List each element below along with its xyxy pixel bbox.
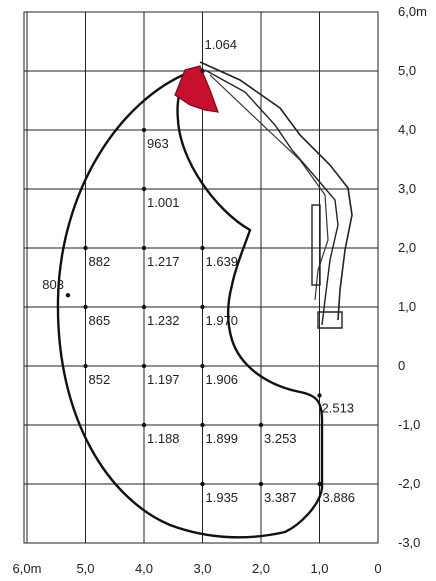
capacity-label: 1.001 xyxy=(147,195,180,210)
y-tick-label: -2,0 xyxy=(398,476,420,491)
capacity-label: 803 xyxy=(42,277,64,292)
capacity-point xyxy=(200,68,205,74)
capacity-label: 1.197 xyxy=(147,372,180,387)
capacity-label: 2.513 xyxy=(322,401,355,416)
outer-envelope-curve xyxy=(56,70,324,539)
capacity-point xyxy=(200,363,205,369)
x-axis-labels: 6,0m 5,0 4,0 3,0 2,0 1,0 0 xyxy=(13,561,382,576)
inner-envelope-curve xyxy=(176,71,324,488)
y-tick-label: 1,0 xyxy=(398,299,416,314)
capacity-point xyxy=(83,304,88,310)
cylinder xyxy=(311,204,321,286)
quick-coupler xyxy=(317,311,343,329)
capacity-label: 1.188 xyxy=(147,431,180,446)
capacity-label: 3.387 xyxy=(264,490,297,505)
capacity-label: 882 xyxy=(89,254,111,269)
capacity-point xyxy=(317,481,322,487)
capacity-label: 1.064 xyxy=(205,37,238,52)
capacity-point xyxy=(141,363,147,369)
capacity-point xyxy=(141,127,147,133)
capacity-label: 3.886 xyxy=(323,490,356,505)
y-tick-label: 6,0m xyxy=(398,4,427,19)
capacity-point xyxy=(141,422,147,428)
y-axis-labels: 6,0m 5,0 4,0 3,0 2,0 1,0 0 -1,0 -2,0 -3,0 xyxy=(398,4,427,550)
x-tick-label: 3,0 xyxy=(193,561,211,576)
capacity-label: 963 xyxy=(147,136,169,151)
y-tick-label: -1,0 xyxy=(398,417,420,432)
capacity-point xyxy=(83,363,88,369)
arm-link xyxy=(209,74,329,301)
x-tick-label: 0 xyxy=(374,561,381,576)
capacity-point xyxy=(258,481,264,487)
capacity-point xyxy=(141,245,147,251)
y-tick-label: 4,0 xyxy=(398,122,416,137)
capacity-label: 865 xyxy=(89,313,111,328)
capacity-point xyxy=(141,186,147,192)
capacity-point xyxy=(258,422,264,428)
capacity-point xyxy=(200,304,205,310)
capacity-point xyxy=(200,422,205,428)
y-tick-label: 0 xyxy=(398,358,405,373)
x-tick-label: 2,0 xyxy=(252,561,270,576)
x-tick-label: 1,0 xyxy=(310,561,328,576)
capacity-label: 1.899 xyxy=(206,431,239,446)
capacity-point xyxy=(317,393,322,398)
capacity-label: 1.639 xyxy=(206,254,239,269)
capacity-label: 1.906 xyxy=(206,372,239,387)
x-tick-label: 6,0m xyxy=(13,561,42,576)
capacity-point xyxy=(141,304,147,310)
grid-frame xyxy=(23,11,379,544)
capacity-label: 3.253 xyxy=(264,431,297,446)
capacity-label: 1.935 xyxy=(206,490,239,505)
capacity-point xyxy=(65,293,71,298)
boom-lower-edge xyxy=(204,69,339,326)
x-tick-label: 5,0 xyxy=(76,561,94,576)
capacity-point xyxy=(200,245,205,251)
capacity-label: 852 xyxy=(89,372,111,387)
capacity-point xyxy=(200,481,205,487)
y-tick-label: -3,0 xyxy=(398,535,420,550)
y-tick-label: 3,0 xyxy=(398,181,416,196)
working-envelope xyxy=(56,70,324,539)
capacity-label: 1.217 xyxy=(147,254,180,269)
capacity-label: 1.232 xyxy=(147,313,180,328)
excavator-arm xyxy=(174,61,353,329)
boom xyxy=(199,61,353,321)
y-tick-label: 2,0 xyxy=(398,240,416,255)
capacity-point xyxy=(83,245,88,251)
x-tick-label: 4,0 xyxy=(135,561,153,576)
capacity-label: 1.970 xyxy=(206,313,239,328)
y-tick-label: 5,0 xyxy=(398,63,416,78)
capacity-points: 1.064 963 1.001 882 1.217 1.639 803 865 1.232 1.9… xyxy=(42,37,355,505)
